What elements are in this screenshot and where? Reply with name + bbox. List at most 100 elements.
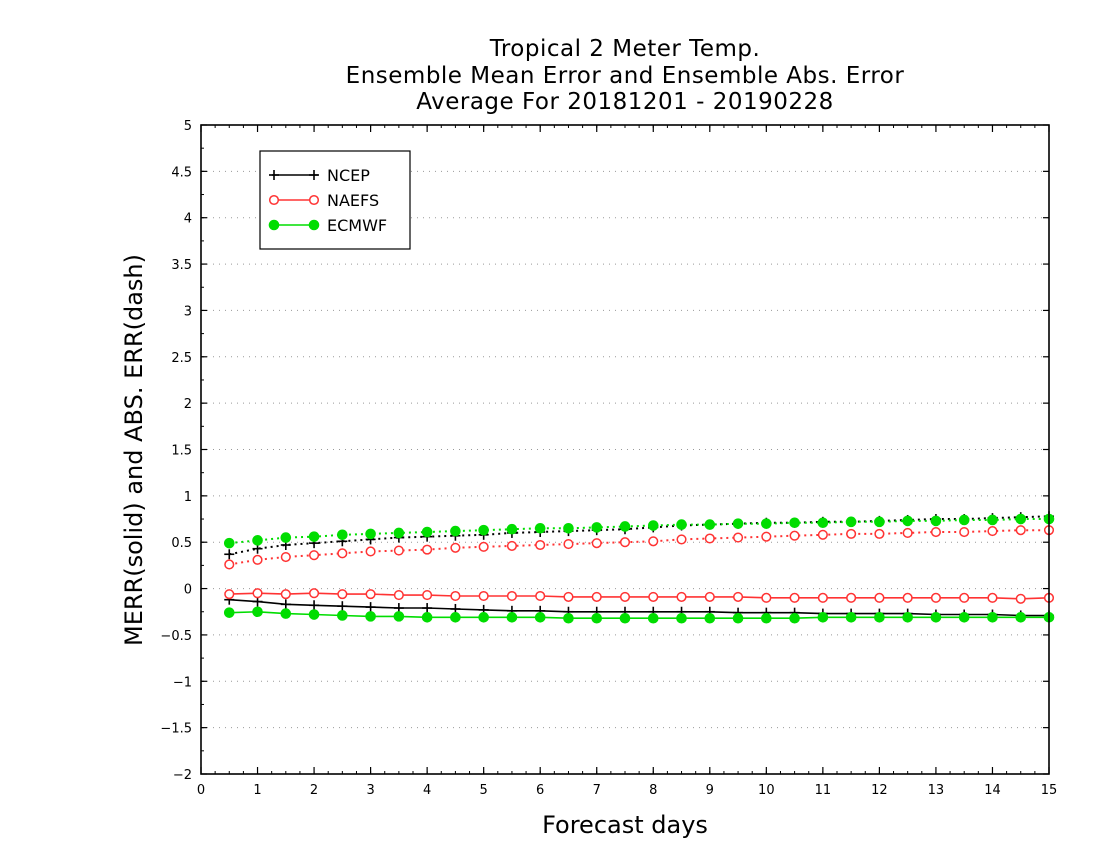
- point-naefs-merr: [789, 592, 800, 603]
- point-ecmwf-abs-err: [308, 531, 320, 542]
- point-naefs-abs-err: [959, 526, 970, 538]
- point-naefs-abs-err: [846, 528, 857, 539]
- y-tick-label: −0.5: [160, 629, 192, 644]
- legend-label-ncep: NCEP: [327, 166, 370, 185]
- point-ecmwf-abs-err: [591, 522, 603, 533]
- point-naefs-merr: [535, 590, 546, 602]
- y-tick-label: 0.5: [171, 536, 192, 551]
- x-tick-label: 1: [253, 783, 261, 798]
- point-ecmwf-merr: [619, 612, 631, 624]
- point-ecmwf-merr: [902, 612, 913, 623]
- series-layer: [223, 511, 1055, 624]
- point-ecmwf-abs-err: [450, 525, 461, 537]
- x-tick-label: 12: [871, 783, 888, 798]
- point-ecmwf-merr: [704, 612, 716, 624]
- y-tick-label: −2: [173, 768, 192, 783]
- chart-title-line-2: Ensemble Mean Error and Ensemble Abs. Er…: [345, 63, 905, 89]
- point-naefs-merr: [733, 591, 744, 602]
- point-naefs-merr: [506, 590, 517, 602]
- point-ecmwf-merr: [676, 612, 687, 624]
- y-axis-title: MERR(solid) and ABS. ERR(dash): [120, 254, 148, 646]
- legend-label-naefs: NAEFS: [327, 191, 379, 210]
- point-naefs-merr: [930, 592, 941, 603]
- point-ecmwf-abs-err: [704, 519, 716, 530]
- x-tick-label: 2: [310, 783, 318, 798]
- point-ecmwf-abs-err: [280, 532, 292, 543]
- point-naefs-abs-err: [365, 546, 376, 557]
- point-ecmwf-abs-err: [930, 515, 942, 527]
- point-naefs-merr: [648, 591, 659, 602]
- point-naefs-abs-err: [252, 554, 263, 565]
- point-ecmwf-merr: [1015, 612, 1027, 623]
- point-ecmwf-merr: [789, 612, 800, 624]
- series-line-ncep-abs-err: [229, 515, 1050, 556]
- point-ncep-merr: [337, 601, 348, 612]
- legend-marker-ecmwf: [268, 219, 280, 231]
- point-ecmwf-abs-err: [365, 528, 376, 540]
- point-ecmwf-merr: [817, 612, 829, 623]
- point-ecmwf-abs-err: [958, 514, 970, 526]
- point-ecmwf-merr: [393, 611, 405, 622]
- point-naefs-merr: [846, 592, 857, 603]
- point-naefs-merr: [591, 591, 602, 602]
- point-ecmwf-abs-err: [619, 521, 631, 532]
- point-ecmwf-merr: [647, 612, 659, 624]
- point-ecmwf-merr: [337, 610, 348, 621]
- point-naefs-merr: [224, 589, 235, 600]
- y-tick-label: 5: [184, 119, 192, 134]
- point-naefs-merr: [959, 592, 970, 603]
- point-ecmwf-abs-err: [874, 516, 885, 528]
- y-tick-label: 2: [184, 397, 192, 412]
- point-naefs-abs-err: [563, 539, 574, 550]
- x-tick-label: 6: [536, 783, 544, 798]
- point-naefs-abs-err: [761, 531, 772, 542]
- point-ecmwf-abs-err: [987, 514, 998, 526]
- grid: [201, 170, 1049, 729]
- point-naefs-merr: [365, 589, 376, 600]
- point-naefs-merr: [309, 588, 320, 599]
- x-tick-label: 5: [480, 783, 488, 798]
- point-naefs-abs-err: [535, 539, 546, 551]
- point-naefs-merr: [704, 591, 715, 602]
- x-tick-label: 4: [423, 783, 431, 798]
- y-tick-label: 1: [184, 490, 192, 505]
- point-naefs-merr: [902, 592, 913, 603]
- legend-marker-ncep: [309, 170, 319, 180]
- point-naefs-abs-err: [506, 540, 517, 551]
- point-naefs-abs-err: [902, 527, 913, 538]
- point-ecmwf-abs-err: [478, 524, 489, 536]
- x-tick-label: 15: [1041, 783, 1058, 798]
- y-tick-label: 1.5: [171, 444, 192, 459]
- x-tick-label: 8: [649, 783, 657, 798]
- point-naefs-merr: [676, 591, 687, 602]
- x-tick-label: 7: [593, 783, 601, 798]
- point-naefs-abs-err: [733, 532, 744, 543]
- point-ecmwf-merr: [421, 612, 433, 623]
- point-naefs-abs-err: [224, 559, 235, 570]
- point-ecmwf-merr: [365, 611, 376, 622]
- point-ecmwf-abs-err: [845, 516, 857, 528]
- legend-label-ecmwf: ECMWF: [327, 216, 387, 235]
- point-ecmwf-abs-err: [252, 535, 263, 546]
- point-ecmwf-abs-err: [902, 515, 913, 527]
- y-tick-label: −1.5: [160, 722, 192, 737]
- point-ecmwf-merr: [761, 612, 772, 624]
- y-tick-label: 2.5: [171, 351, 192, 366]
- point-ecmwf-abs-err: [563, 523, 574, 534]
- point-ecmwf-abs-err: [732, 518, 744, 529]
- y-tick-label: −1: [173, 675, 192, 690]
- point-naefs-abs-err: [591, 538, 602, 549]
- point-naefs-merr: [874, 592, 885, 603]
- legend-marker-naefs: [268, 194, 280, 206]
- point-naefs-merr: [817, 592, 828, 603]
- series-line-naefs-merr: [229, 592, 1050, 600]
- point-naefs-merr: [619, 591, 631, 602]
- point-naefs-abs-err: [704, 533, 715, 544]
- y-tick-label: 4.5: [171, 165, 192, 180]
- point-ecmwf-merr: [732, 612, 744, 624]
- point-naefs-merr: [252, 588, 263, 599]
- point-ecmwf-merr: [223, 607, 235, 618]
- point-ecmwf-abs-err: [817, 517, 829, 529]
- point-naefs-abs-err: [422, 544, 433, 555]
